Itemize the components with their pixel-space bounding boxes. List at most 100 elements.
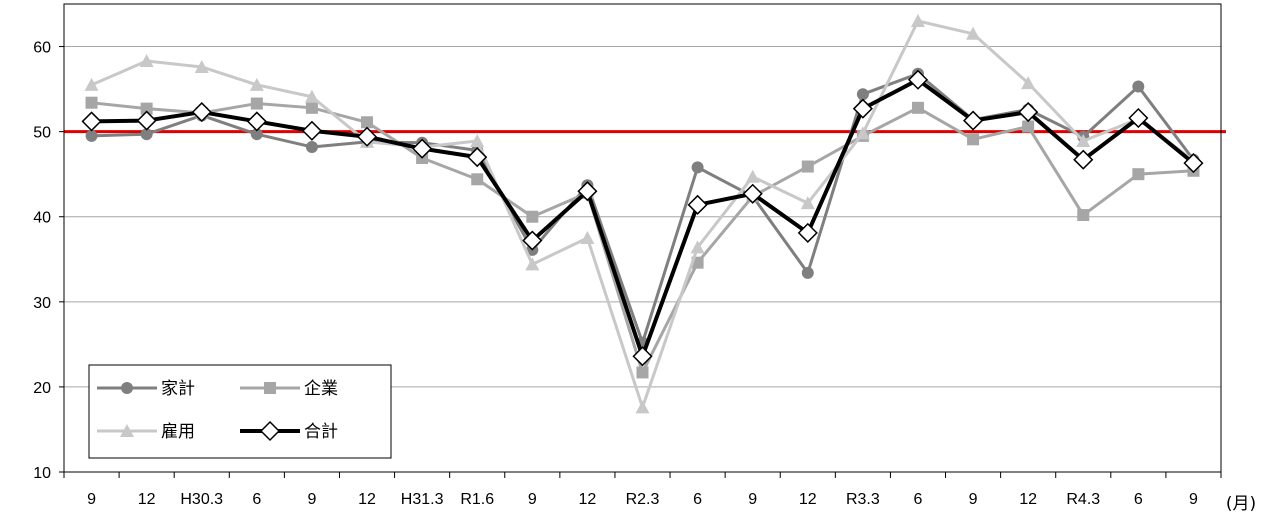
x-tick-label: R2.3	[626, 491, 660, 508]
data-point	[580, 231, 595, 244]
data-point	[907, 69, 929, 90]
data-point	[910, 14, 925, 28]
data-point	[471, 173, 484, 186]
x-tick-label: 6	[1134, 491, 1143, 508]
x-tick-label: 12	[1019, 491, 1037, 508]
y-tick-label: 30	[33, 295, 51, 312]
data-point	[852, 98, 873, 119]
data-point	[85, 96, 98, 109]
data-point	[911, 101, 924, 114]
y-tick-label: 60	[33, 40, 51, 57]
data-point	[121, 382, 133, 394]
data-point	[1018, 102, 1039, 123]
data-point	[1132, 168, 1145, 181]
legend-entry-3: 合計	[240, 420, 338, 442]
legend-entry-2: 雇用	[97, 422, 195, 442]
x-unit-label: (月)	[1226, 494, 1256, 514]
data-point	[963, 110, 984, 131]
data-point	[1132, 80, 1145, 93]
data-point	[120, 424, 134, 437]
grid-lines	[64, 46, 1221, 388]
x-tick-label: 9	[1189, 491, 1198, 508]
legend-entry-1: 企業	[240, 379, 338, 399]
x-tick-label: 12	[579, 491, 597, 508]
x-tick-label: 9	[748, 491, 757, 508]
data-point	[264, 382, 276, 394]
data-point	[687, 194, 708, 215]
x-tick-label: 12	[138, 491, 156, 508]
data-point	[1183, 153, 1204, 174]
data-point	[966, 26, 981, 40]
legend-label: 企業	[304, 379, 338, 399]
data-point	[690, 240, 705, 254]
legend-label: 家計	[161, 379, 195, 399]
data-point	[856, 88, 869, 101]
x-tick-label: 12	[358, 491, 376, 508]
data-point	[691, 161, 704, 174]
x-tick-label: 6	[252, 491, 261, 508]
x-tick-label: R1.6	[460, 491, 494, 508]
data-point	[305, 101, 318, 114]
x-tick-label: 12	[799, 491, 817, 508]
data-point	[1073, 149, 1094, 170]
data-point	[1077, 209, 1090, 222]
data-point	[522, 230, 543, 251]
data-point	[356, 126, 378, 147]
legend-box	[88, 364, 392, 459]
legend-label: 雇用	[161, 422, 195, 442]
data-point	[304, 89, 319, 103]
data-point	[140, 102, 153, 115]
y-tick-label: 50	[33, 125, 51, 142]
x-tick-label: 9	[969, 491, 978, 508]
data-point	[85, 129, 98, 142]
legend-entry-0: 家計	[97, 379, 195, 399]
series-group	[81, 14, 1204, 414]
data-point	[1022, 120, 1035, 133]
x-tick-label: 6	[914, 491, 923, 508]
data-point	[635, 400, 650, 414]
data-point	[81, 111, 102, 132]
data-point	[855, 126, 870, 140]
plot-area-border	[63, 3, 1222, 473]
x-tick-label: 9	[528, 491, 537, 508]
data-point	[140, 128, 153, 141]
x-tick-label: 9	[307, 491, 316, 508]
data-point	[526, 210, 539, 223]
axes: 10 20 30 40 50 60 9 12 H30.3 6 9 12 H31.3 R1.6 9 12 R2.3…	[33, 3, 1256, 514]
data-point	[136, 110, 157, 131]
data-point	[742, 183, 763, 204]
data-point	[301, 120, 322, 141]
series-3	[81, 69, 1204, 367]
x-tick-label: R3.3	[846, 491, 880, 508]
data-point	[636, 366, 649, 379]
data-point	[246, 111, 267, 132]
data-point	[249, 77, 264, 91]
data-point	[1021, 76, 1036, 90]
data-point	[797, 222, 818, 243]
series-1	[85, 96, 1200, 379]
data-point	[250, 128, 263, 141]
data-point	[801, 160, 814, 173]
data-point	[194, 59, 209, 73]
legend-label: 合計	[304, 422, 338, 442]
data-point	[577, 181, 598, 202]
x-tick-label: R4.3	[1066, 491, 1100, 508]
x-tick-label: 6	[693, 491, 702, 508]
data-point	[84, 77, 99, 91]
y-tick-label: 10	[33, 465, 51, 482]
data-point	[470, 133, 485, 147]
data-point	[259, 420, 281, 442]
data-point	[801, 266, 814, 279]
data-point	[412, 138, 433, 159]
y-tick-label: 20	[33, 380, 51, 397]
y-tick-label: 40	[33, 210, 51, 227]
data-point	[525, 257, 540, 271]
x-tick-label: H31.3	[401, 491, 444, 508]
data-point	[250, 97, 263, 110]
data-point	[1128, 107, 1149, 129]
data-point	[305, 140, 318, 153]
data-point	[967, 133, 980, 146]
data-point	[467, 147, 488, 168]
data-point	[632, 346, 653, 367]
